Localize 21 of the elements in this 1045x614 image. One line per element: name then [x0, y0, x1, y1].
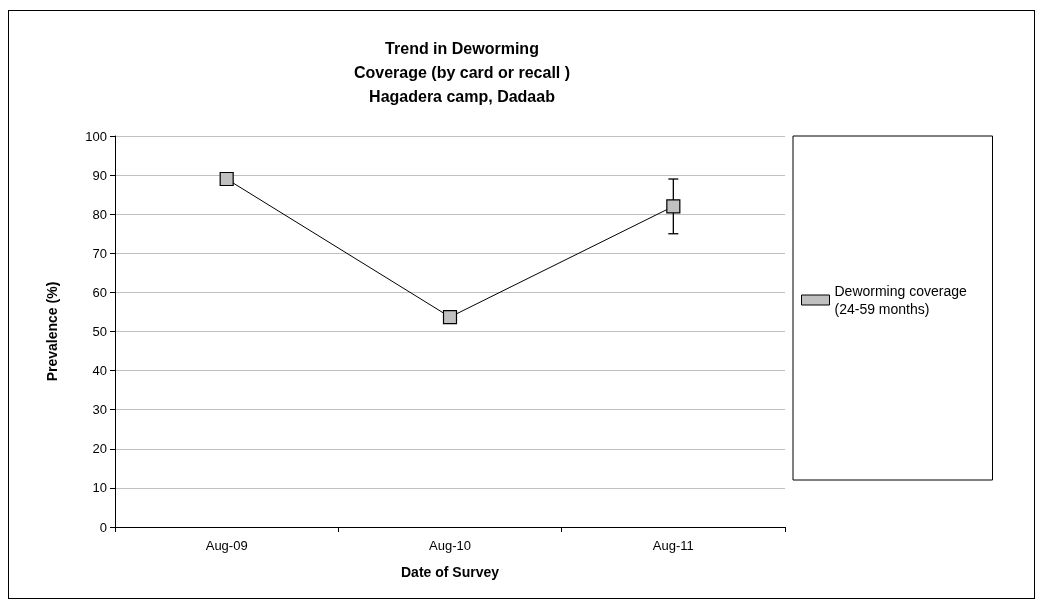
chart-title: Trend in Deworming Coverage (by card or recall ) Hagadera camp, Dadaab	[353, 39, 571, 105]
y-tick-label: 100	[85, 128, 107, 144]
x-tick-label: Aug-11	[652, 538, 694, 553]
legend-label: Deworming coverage (24-59 months)	[834, 283, 971, 317]
x-tick-label: Aug-09	[205, 538, 248, 553]
y-tick-label: 80	[92, 206, 107, 222]
point	[442, 309, 458, 325]
point	[666, 199, 681, 214]
y-tick-label: 20	[92, 441, 107, 457]
y-tick-label: 0	[99, 519, 107, 535]
y-axis-title: Prevalence (%)	[44, 281, 60, 382]
y-tick-label: 90	[92, 167, 107, 183]
y-tick-label: 60	[92, 284, 107, 300]
y-tick-label: 30	[92, 402, 107, 418]
x-axis-title: Date of Survey	[400, 564, 500, 580]
point	[219, 171, 234, 187]
x-tick-label: Aug-10	[429, 538, 471, 553]
y-tick-label: 50	[92, 324, 107, 339]
y-tick-label: 70	[92, 245, 107, 261]
y-tick-label: 10	[92, 480, 107, 496]
y-tick-label: 40	[92, 363, 107, 379]
